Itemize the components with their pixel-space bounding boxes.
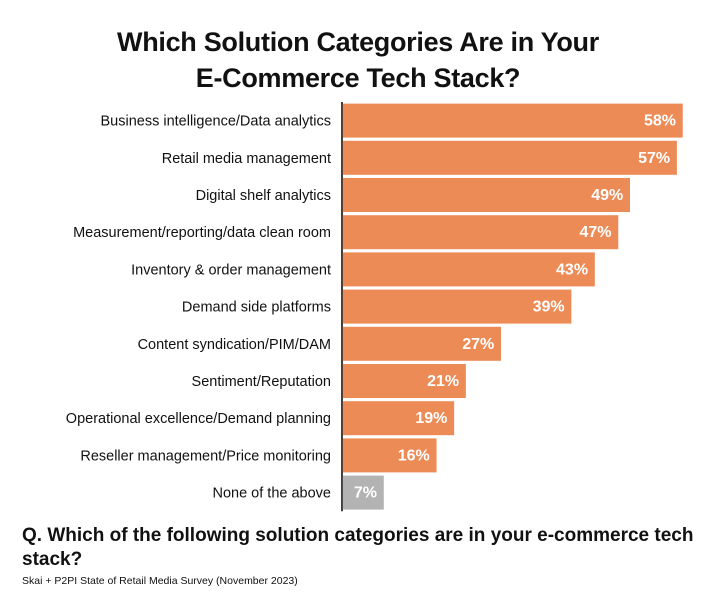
value-label: 16%: [398, 447, 430, 464]
value-label: 57%: [638, 150, 670, 167]
value-label: 7%: [354, 485, 377, 502]
category-label: Demand side platforms: [182, 300, 331, 316]
bar: [342, 178, 630, 212]
category-label: Business intelligence/Data analytics: [100, 114, 331, 130]
bar: [342, 289, 572, 324]
chart-title-line-2: E-Commerce Tech Stack?: [195, 63, 521, 93]
category-label: Reseller management/Price monitoring: [80, 448, 331, 464]
bar: [342, 364, 466, 398]
value-label: 47%: [579, 224, 611, 241]
value-label: 43%: [556, 261, 588, 278]
value-label: 39%: [533, 299, 565, 316]
bar: [342, 401, 455, 436]
category-label: None of the above: [212, 486, 331, 502]
category-label: Retail media management: [162, 151, 331, 167]
bar: [342, 252, 595, 287]
category-label: Operational excellence/Demand planning: [66, 411, 331, 427]
category-label: Inventory & order management: [131, 262, 331, 278]
source-note: Skai + P2PI State of Retail Media Survey…: [22, 575, 298, 587]
bar: [342, 103, 683, 138]
value-label: 27%: [462, 336, 494, 353]
value-label: 21%: [427, 373, 459, 390]
category-label: Measurement/reporting/data clean room: [73, 225, 331, 241]
bar: [342, 215, 619, 250]
category-label: Sentiment/Reputation: [192, 374, 331, 390]
value-label: 49%: [591, 187, 623, 204]
category-label: Content syndication/PIM/DAM: [138, 337, 331, 353]
survey-question: Q. Which of the following solution categ…: [22, 525, 694, 570]
chart-title: Which Solution Categories Are in Your E-…: [0, 24, 716, 96]
value-label: 58%: [644, 113, 676, 130]
bar: [342, 438, 437, 473]
chart-title-line-1: Which Solution Categories Are in Your: [117, 27, 599, 57]
bar: [342, 475, 384, 510]
category-label: Digital shelf analytics: [196, 188, 331, 204]
value-label: 19%: [415, 410, 447, 427]
bar: [342, 140, 677, 175]
bar: [342, 326, 502, 361]
